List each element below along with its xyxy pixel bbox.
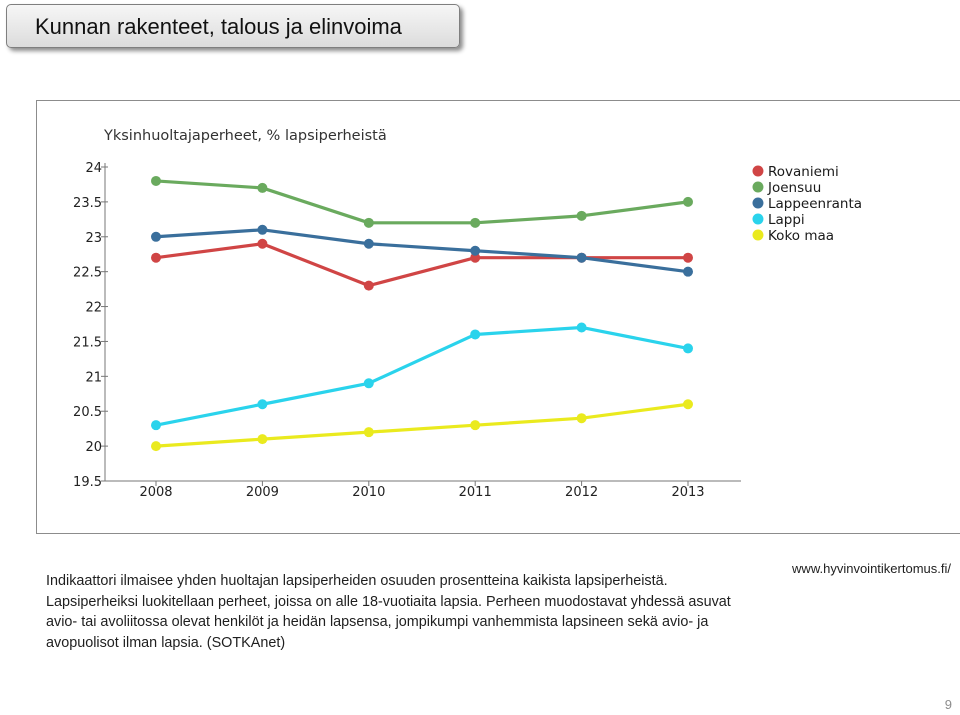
- data-point-lappi: [470, 329, 481, 340]
- data-point-lappeenranta: [151, 231, 161, 242]
- data-point-joensuu: [683, 196, 693, 207]
- legend-marker-koko-maa: [752, 229, 764, 241]
- data-point-rovaniemi: [470, 252, 481, 263]
- data-point-lappeenranta: [363, 238, 374, 249]
- website-url: www.hyvinvointikertomus.fi/: [792, 561, 951, 576]
- data-point-joensuu: [470, 217, 481, 228]
- page-number: 9: [944, 697, 952, 712]
- series-line-rovaniemi: [155, 242, 688, 288]
- y-tick-label: 23: [85, 231, 102, 246]
- legend-marker-rovaniemi: [752, 165, 764, 177]
- data-point-rovaniemi: [257, 238, 268, 249]
- data-point-koko-maa: [683, 399, 693, 410]
- data-point-lappeenranta: [470, 245, 481, 256]
- data-point-rovaniemi: [363, 280, 374, 291]
- y-tick-label: 20: [85, 440, 102, 455]
- y-tick-label: 23.5: [73, 196, 102, 211]
- y-tick-label: 21.5: [73, 335, 102, 350]
- x-tick-label: 2009: [246, 485, 279, 500]
- data-point-lappeenranta: [257, 224, 268, 235]
- data-point-lappeenranta: [576, 252, 587, 263]
- slide-title: Kunnan rakenteet, talous ja elinvoima: [6, 4, 460, 48]
- legend-label-lappi: Lappi: [768, 212, 805, 228]
- y-tick-label: 22: [85, 301, 102, 316]
- data-point-koko-maa: [257, 434, 268, 445]
- legend-marker-joensuu: [752, 181, 764, 193]
- data-point-koko-maa: [363, 427, 374, 438]
- x-tick-label: 2008: [139, 485, 172, 500]
- legend-marker-lappi: [752, 213, 764, 225]
- y-tick-label: 21: [85, 370, 102, 385]
- data-point-lappi: [363, 378, 374, 389]
- y-tick-label: 24: [85, 161, 102, 176]
- caption-paragraph-2: Lapsiperheiksi luokitellaan perheet, joi…: [46, 593, 731, 651]
- legend-label-koko-maa: Koko maa: [768, 228, 834, 244]
- x-tick-label: 2013: [671, 485, 704, 500]
- data-point-lappi: [151, 420, 161, 431]
- series-line-koko-maa: [155, 402, 689, 448]
- line-chart: Yksinhuoltajaperheet, % lapsiperheistä 1…: [73, 128, 862, 500]
- data-point-lappeenranta: [683, 266, 693, 277]
- x-tick-label: 2010: [352, 485, 385, 500]
- y-tick-label: 22.5: [73, 266, 102, 281]
- y-tick-label: 20.5: [73, 405, 102, 420]
- legend-label-lappeenranta: Lappeenranta: [768, 196, 862, 212]
- chart-title: Yksinhuoltajaperheet, % lapsiperheistä: [103, 128, 387, 144]
- data-point-rovaniemi: [151, 252, 161, 263]
- data-point-rovaniemi: [683, 252, 693, 263]
- data-point-joensuu: [257, 182, 268, 193]
- legend-marker-lappeenranta: [752, 197, 764, 209]
- series-line-lappeenranta: [155, 228, 689, 274]
- data-point-lappi: [683, 343, 693, 354]
- chart-frame: Yksinhuoltajaperheet, % lapsiperheistä 1…: [36, 100, 960, 534]
- data-point-koko-maa: [576, 413, 587, 424]
- series-line-lappi: [155, 325, 689, 427]
- caption: Indikaattori ilmaisee yhden huoltajan la…: [46, 571, 746, 653]
- data-point-joensuu: [363, 217, 374, 228]
- data-point-lappi: [257, 399, 268, 410]
- y-tick-label: 19.5: [73, 475, 102, 490]
- data-point-joensuu: [151, 175, 161, 186]
- data-point-koko-maa: [470, 420, 481, 431]
- legend-label-joensuu: Joensuu: [767, 180, 821, 196]
- series-line-joensuu: [155, 179, 689, 225]
- data-point-joensuu: [576, 210, 587, 221]
- x-tick-label: 2011: [459, 485, 492, 500]
- legend-label-rovaniemi: Rovaniemi: [768, 164, 839, 180]
- x-tick-label: 2012: [565, 485, 598, 500]
- data-point-koko-maa: [151, 441, 161, 452]
- caption-paragraph-1: Indikaattori ilmaisee yhden huoltajan la…: [46, 573, 668, 589]
- data-point-lappi: [576, 322, 587, 333]
